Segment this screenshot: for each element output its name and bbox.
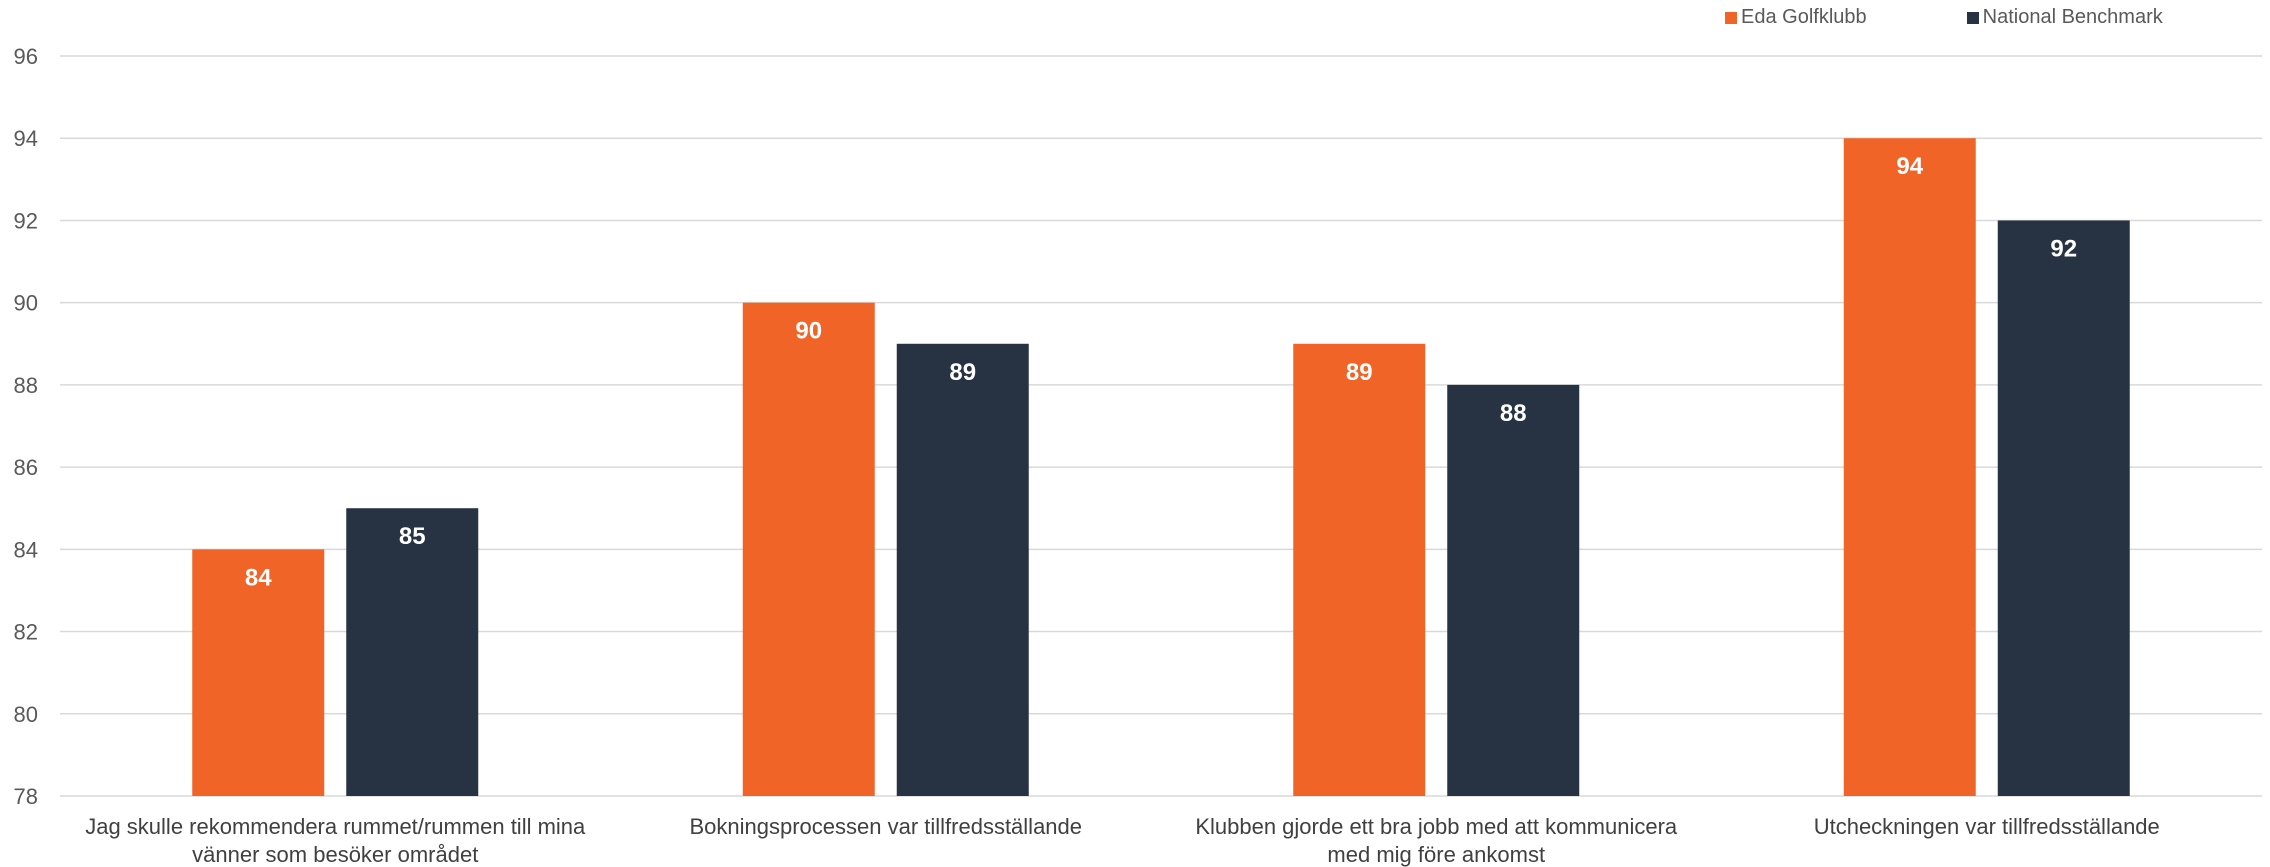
y-tick-label: 86 xyxy=(14,455,38,480)
x-tick-label: vänner som besöker området xyxy=(192,842,478,867)
data-label: 90 xyxy=(795,318,822,345)
data-label: 85 xyxy=(399,523,426,550)
bar xyxy=(192,549,325,796)
bar xyxy=(1293,343,1426,796)
bar xyxy=(742,302,875,796)
y-tick-label: 96 xyxy=(14,44,38,69)
y-tick-label: 78 xyxy=(14,784,38,809)
data-label: 89 xyxy=(1346,359,1373,386)
legend-swatch-eda xyxy=(1725,11,1737,24)
bar xyxy=(1997,220,2130,796)
x-tick-label: Bokningsprocessen var tillfredsställande xyxy=(689,814,1082,839)
legend-item-eda: Eda Golfklubb xyxy=(1725,6,1867,29)
legend-item-benchmark: National Benchmark xyxy=(1966,6,2163,29)
data-label: 89 xyxy=(949,359,976,386)
bars: 84 85 90 89 89 88 94 92 xyxy=(192,138,2130,796)
bar xyxy=(1843,138,1976,796)
legend-label-benchmark: National Benchmark xyxy=(1982,6,2163,28)
y-tick-label: 80 xyxy=(14,702,38,727)
data-label: 94 xyxy=(1896,153,1923,180)
y-tick-label: 88 xyxy=(14,373,38,398)
x-tick-label: Utcheckningen var tillfredsställande xyxy=(1814,814,2160,839)
data-label: 88 xyxy=(1500,400,1527,427)
y-tick-label: 90 xyxy=(14,291,38,316)
data-label: 92 xyxy=(2050,235,2077,262)
bar xyxy=(1447,384,1580,796)
legend: Eda Golfklubb National Benchmark xyxy=(1725,6,2163,29)
x-tick-label: Klubben gjorde ett bra jobb med att komm… xyxy=(1195,814,1678,839)
x-tick-label: med mig före ankomst xyxy=(1327,842,1545,867)
y-tick-label: 82 xyxy=(14,620,38,645)
bar xyxy=(346,508,479,796)
x-tick-label: Jag skulle rekommendera rummet/rummen ti… xyxy=(85,814,586,839)
bar xyxy=(896,343,1029,796)
y-tick-label: 92 xyxy=(14,208,38,233)
legend-label-eda: Eda Golfklubb xyxy=(1741,6,1867,28)
y-tick-label: 84 xyxy=(14,537,38,562)
legend-swatch-benchmark xyxy=(1966,11,1979,24)
y-tick-label: 94 xyxy=(14,126,38,151)
data-label: 84 xyxy=(245,564,272,591)
